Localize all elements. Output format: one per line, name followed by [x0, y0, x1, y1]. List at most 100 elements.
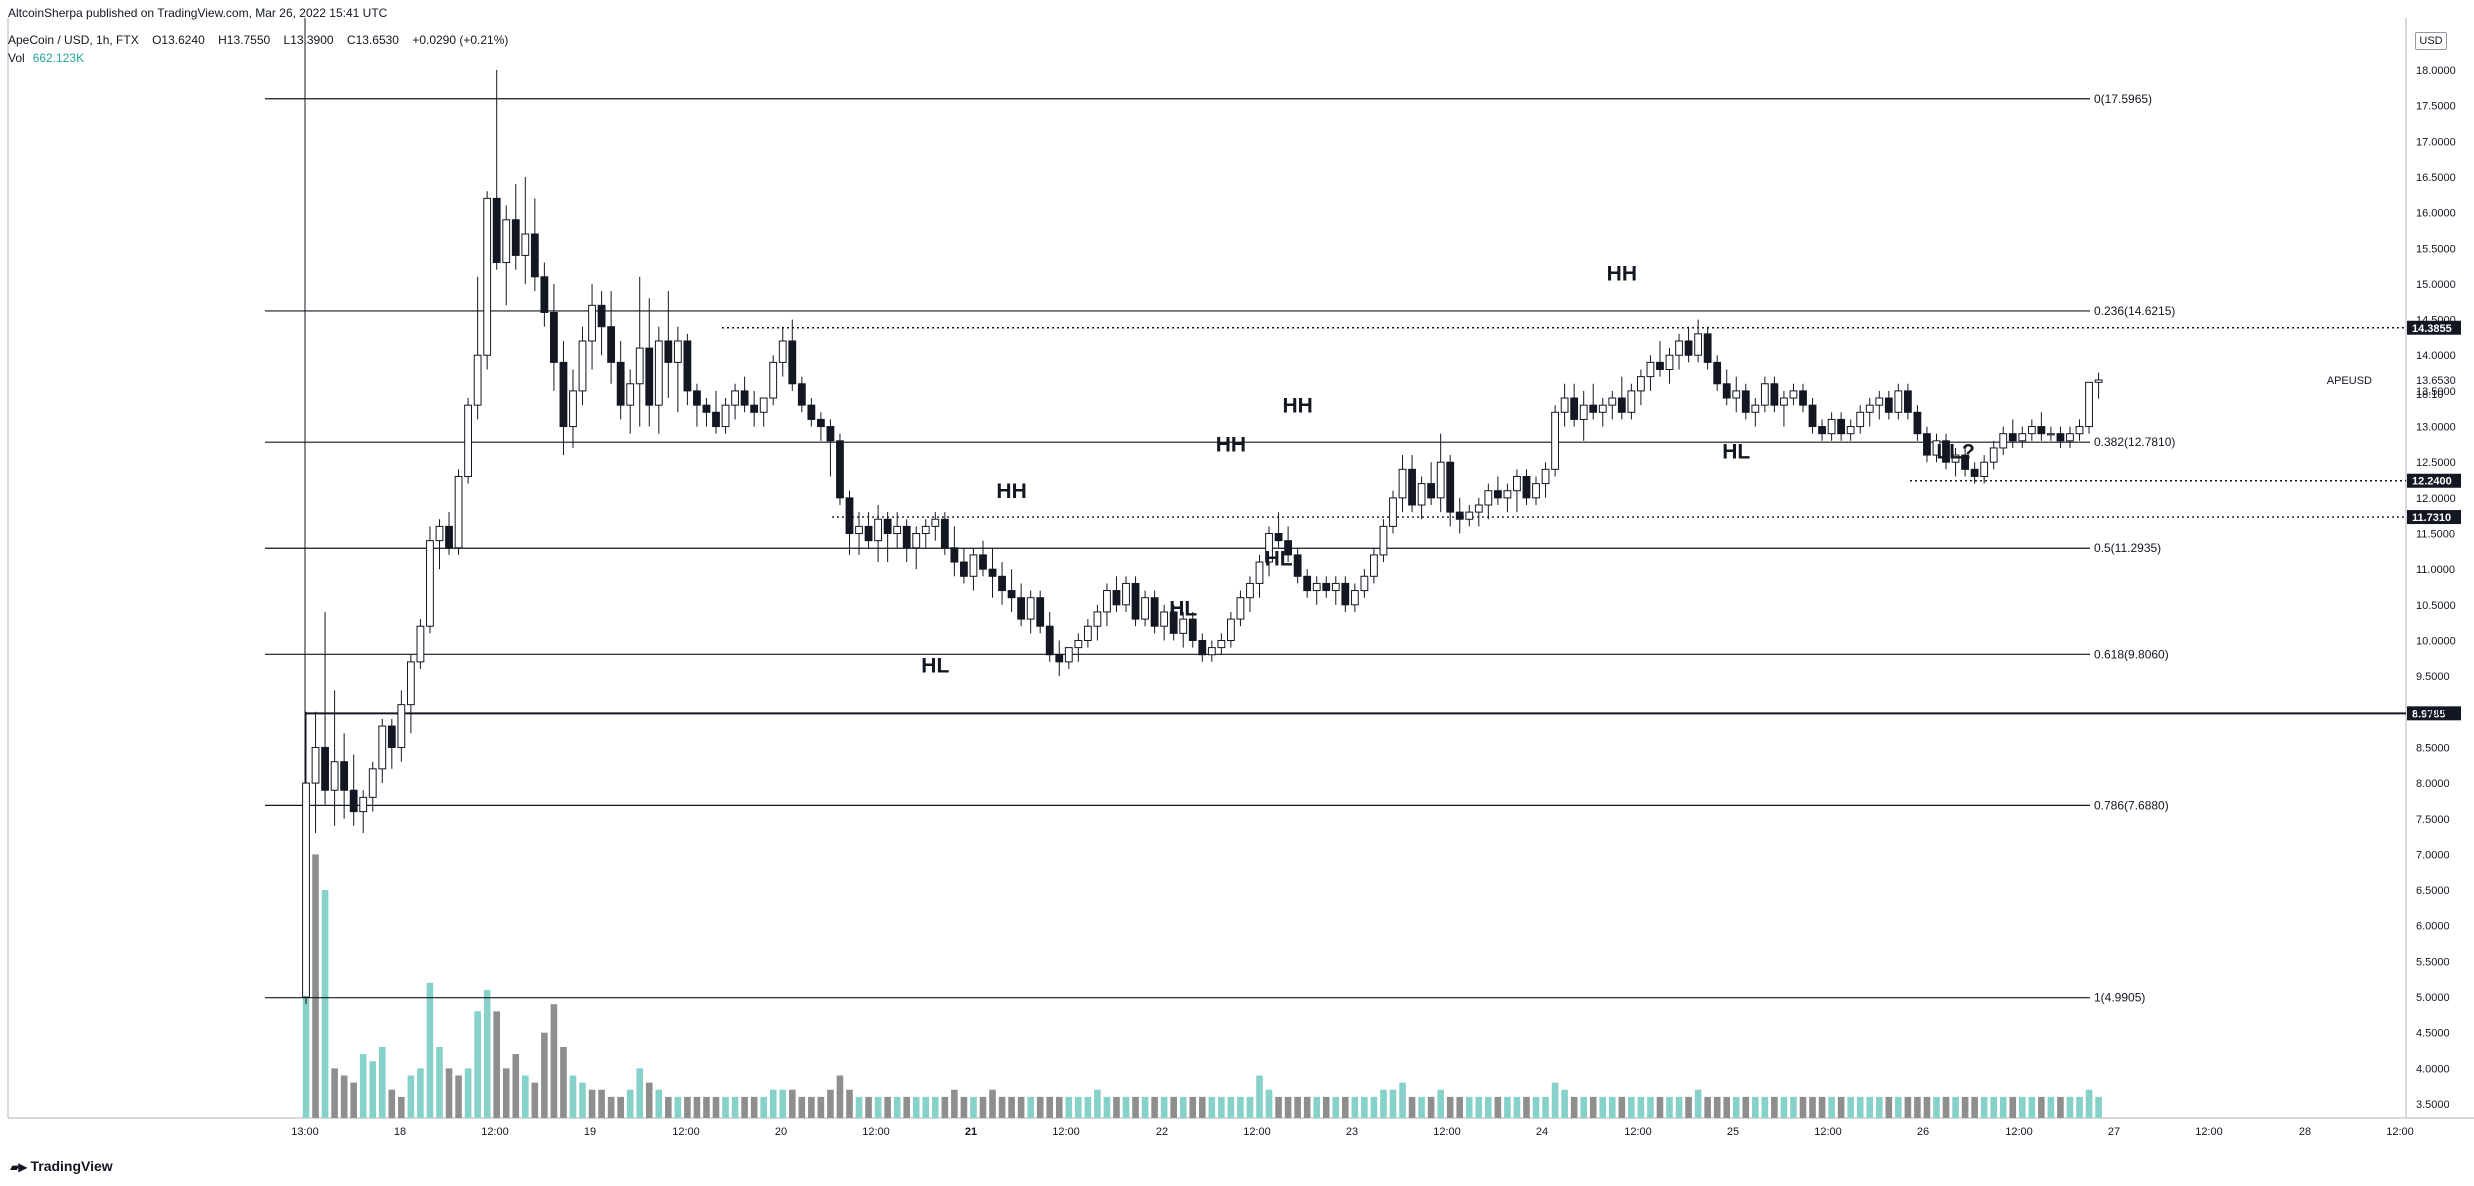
candle — [1417, 483, 1426, 506]
volume-bar — [1122, 1096, 1130, 1118]
volume-bar — [1532, 1096, 1540, 1118]
volume-bar — [1790, 1096, 1797, 1118]
candle — [1284, 540, 1293, 556]
pattern-annotation: HL — [1265, 548, 1293, 571]
candle — [721, 404, 730, 428]
pattern-annotation: HH — [1282, 394, 1312, 417]
tradingview-logo-text: TradingView — [30, 1158, 113, 1174]
volume-bar — [998, 1096, 1006, 1118]
tradingview-logo[interactable]: ▰▶ TradingView — [10, 1158, 113, 1174]
candle — [340, 761, 349, 791]
price-tick-label: 9.0000 — [2416, 707, 2450, 719]
candle — [483, 197, 492, 356]
price-tick-label: 18.0000 — [2416, 65, 2456, 77]
volume-bar — [979, 1096, 987, 1118]
volume-bar — [1141, 1096, 1149, 1118]
volume-bar — [1971, 1096, 1978, 1118]
volume-bar — [1837, 1096, 1845, 1118]
candle — [1827, 418, 1836, 435]
candle — [1198, 639, 1207, 656]
volume-bar — [932, 1096, 939, 1118]
candle — [368, 768, 377, 798]
candle — [1312, 582, 1321, 592]
volume-bar — [417, 1068, 424, 1118]
volume-bar — [636, 1068, 644, 1118]
candle — [1541, 468, 1550, 485]
candle — [836, 440, 844, 499]
price-tick-label: 10.5000 — [2416, 600, 2456, 612]
volume-bar — [426, 982, 434, 1118]
volume-bar — [1914, 1096, 1921, 1118]
candle — [969, 554, 978, 577]
candle — [1741, 390, 1750, 413]
fib-level-label: 0.786(7.6880) — [2094, 798, 2169, 812]
change-value: +0.0290 (+0.21%) — [412, 33, 509, 47]
volume-bar — [598, 1089, 605, 1118]
candle — [1064, 647, 1073, 663]
candle — [1780, 397, 1788, 406]
candle — [492, 197, 501, 264]
volume-bar — [817, 1096, 825, 1118]
volume-bar — [560, 1046, 567, 1118]
volume-bar — [1408, 1096, 1416, 1118]
candle — [2094, 379, 2103, 383]
price-level-tag — [2407, 320, 2461, 335]
price-level-tag — [2407, 706, 2461, 721]
volume-bar — [1942, 1096, 1950, 1118]
time-tick-label: 12:00 — [672, 1126, 700, 1138]
price-tick-label: 16.5000 — [2416, 172, 2456, 184]
volume-bar — [1952, 1096, 1959, 1118]
volume-bar — [1437, 1089, 1444, 1118]
volume-bar — [922, 1096, 930, 1118]
price-level-tag-text: 14.3855 — [2412, 323, 2452, 335]
candle — [597, 304, 606, 328]
candle — [893, 525, 902, 535]
candle — [1017, 597, 1026, 620]
volume-bar — [522, 1075, 529, 1118]
candle — [2047, 433, 2055, 436]
volume-bar — [1351, 1096, 1359, 1118]
volume-bar — [1513, 1096, 1521, 1118]
candle — [1007, 590, 1016, 599]
fib-level-label: 0.236(14.6215) — [2094, 304, 2175, 318]
candle — [1188, 618, 1197, 641]
volume-bar — [1065, 1096, 1073, 1118]
price-tick-label: 7.0000 — [2416, 849, 2450, 861]
candle — [626, 383, 635, 406]
ohlc-legend: ApeCoin / USD, 1h, FTX O13.6240 H13.7550… — [8, 33, 518, 47]
candle — [578, 340, 587, 392]
candle — [1961, 454, 1969, 470]
candle — [826, 426, 835, 442]
volume-bar — [445, 1068, 453, 1118]
volume-bar — [760, 1096, 767, 1118]
candle — [464, 404, 472, 477]
candle — [874, 518, 883, 542]
candle — [445, 525, 453, 549]
volume-bar — [1256, 1075, 1263, 1118]
volume-bar — [1456, 1096, 1464, 1118]
volume-bar — [1446, 1096, 1454, 1118]
volume-bar — [1818, 1096, 1826, 1118]
candle — [1608, 397, 1617, 406]
volume-bar — [1465, 1096, 1473, 1118]
candle — [1980, 461, 1989, 477]
currency-button[interactable]: USD — [2415, 32, 2447, 50]
volume-bar — [827, 1089, 834, 1118]
volume-bar — [1732, 1096, 1740, 1118]
candle — [1646, 361, 1655, 378]
candle — [1236, 597, 1245, 620]
pattern-annotation: HL — [1722, 441, 1750, 464]
volume-bar — [1332, 1096, 1340, 1118]
low-value: L13.3900 — [283, 33, 334, 47]
candle — [960, 561, 968, 577]
volume-bar — [2057, 1096, 2064, 1118]
volume-bar — [1675, 1096, 1683, 1118]
candle — [321, 746, 329, 791]
volume-bar — [722, 1096, 729, 1118]
candle — [1179, 618, 1188, 634]
volume-bar — [912, 1096, 920, 1118]
volume-bar — [369, 1061, 377, 1118]
candle — [1694, 333, 1703, 356]
pattern-annotation: LL? — [1936, 441, 1974, 464]
